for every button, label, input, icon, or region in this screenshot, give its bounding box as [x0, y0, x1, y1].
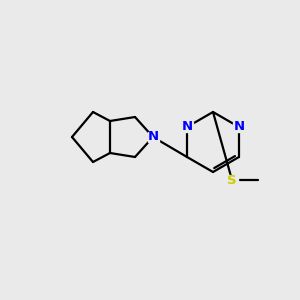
Bar	[233, 122, 244, 132]
Text: S: S	[227, 173, 237, 187]
Bar	[226, 175, 238, 185]
Text: N: N	[147, 130, 159, 143]
Text: N: N	[182, 121, 193, 134]
Bar	[148, 132, 158, 142]
Bar	[182, 122, 193, 132]
Text: N: N	[233, 121, 244, 134]
